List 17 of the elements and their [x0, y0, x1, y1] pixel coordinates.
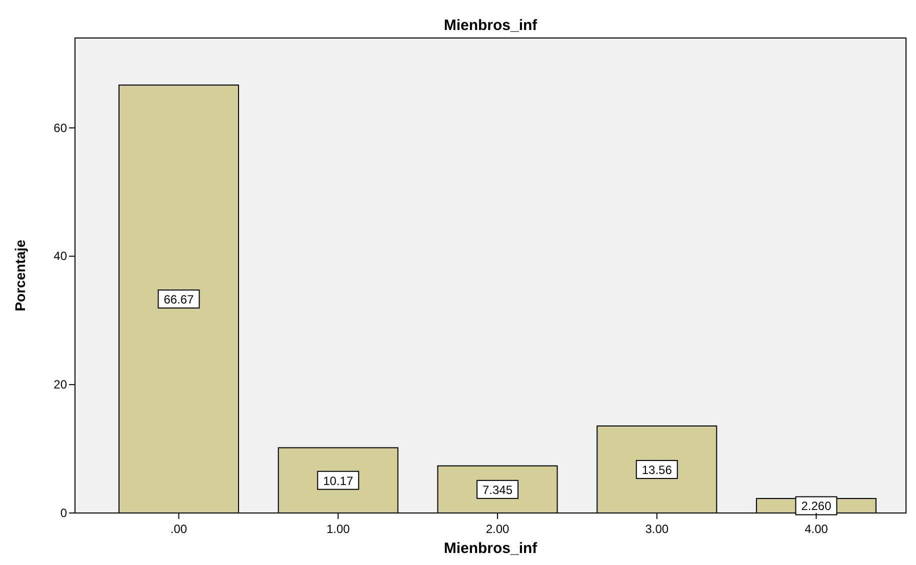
x-tick-label: .00: [170, 522, 188, 536]
x-axis-title: Mienbros_inf: [444, 540, 538, 557]
data-label: 13.56: [642, 462, 672, 477]
data-label: 10.17: [323, 474, 354, 488]
data-label: 7.345: [482, 482, 513, 497]
y-tick-label: 40: [54, 249, 68, 264]
x-tick-label: 4.00: [804, 522, 828, 536]
y-tick-label: 0: [60, 506, 68, 520]
y-axis-title: Porcentaje: [12, 239, 28, 312]
y-tick-label: 20: [54, 378, 68, 392]
x-tick-label: 3.00: [645, 522, 669, 536]
data-label: 2.260: [801, 499, 832, 514]
data-label: 66.67: [164, 292, 194, 307]
y-tick-label: 60: [54, 120, 68, 135]
x-tick-label: 2.00: [486, 522, 510, 536]
chart-title: Mienbros_inf: [444, 17, 538, 34]
x-tick-label: 1.00: [326, 522, 350, 536]
